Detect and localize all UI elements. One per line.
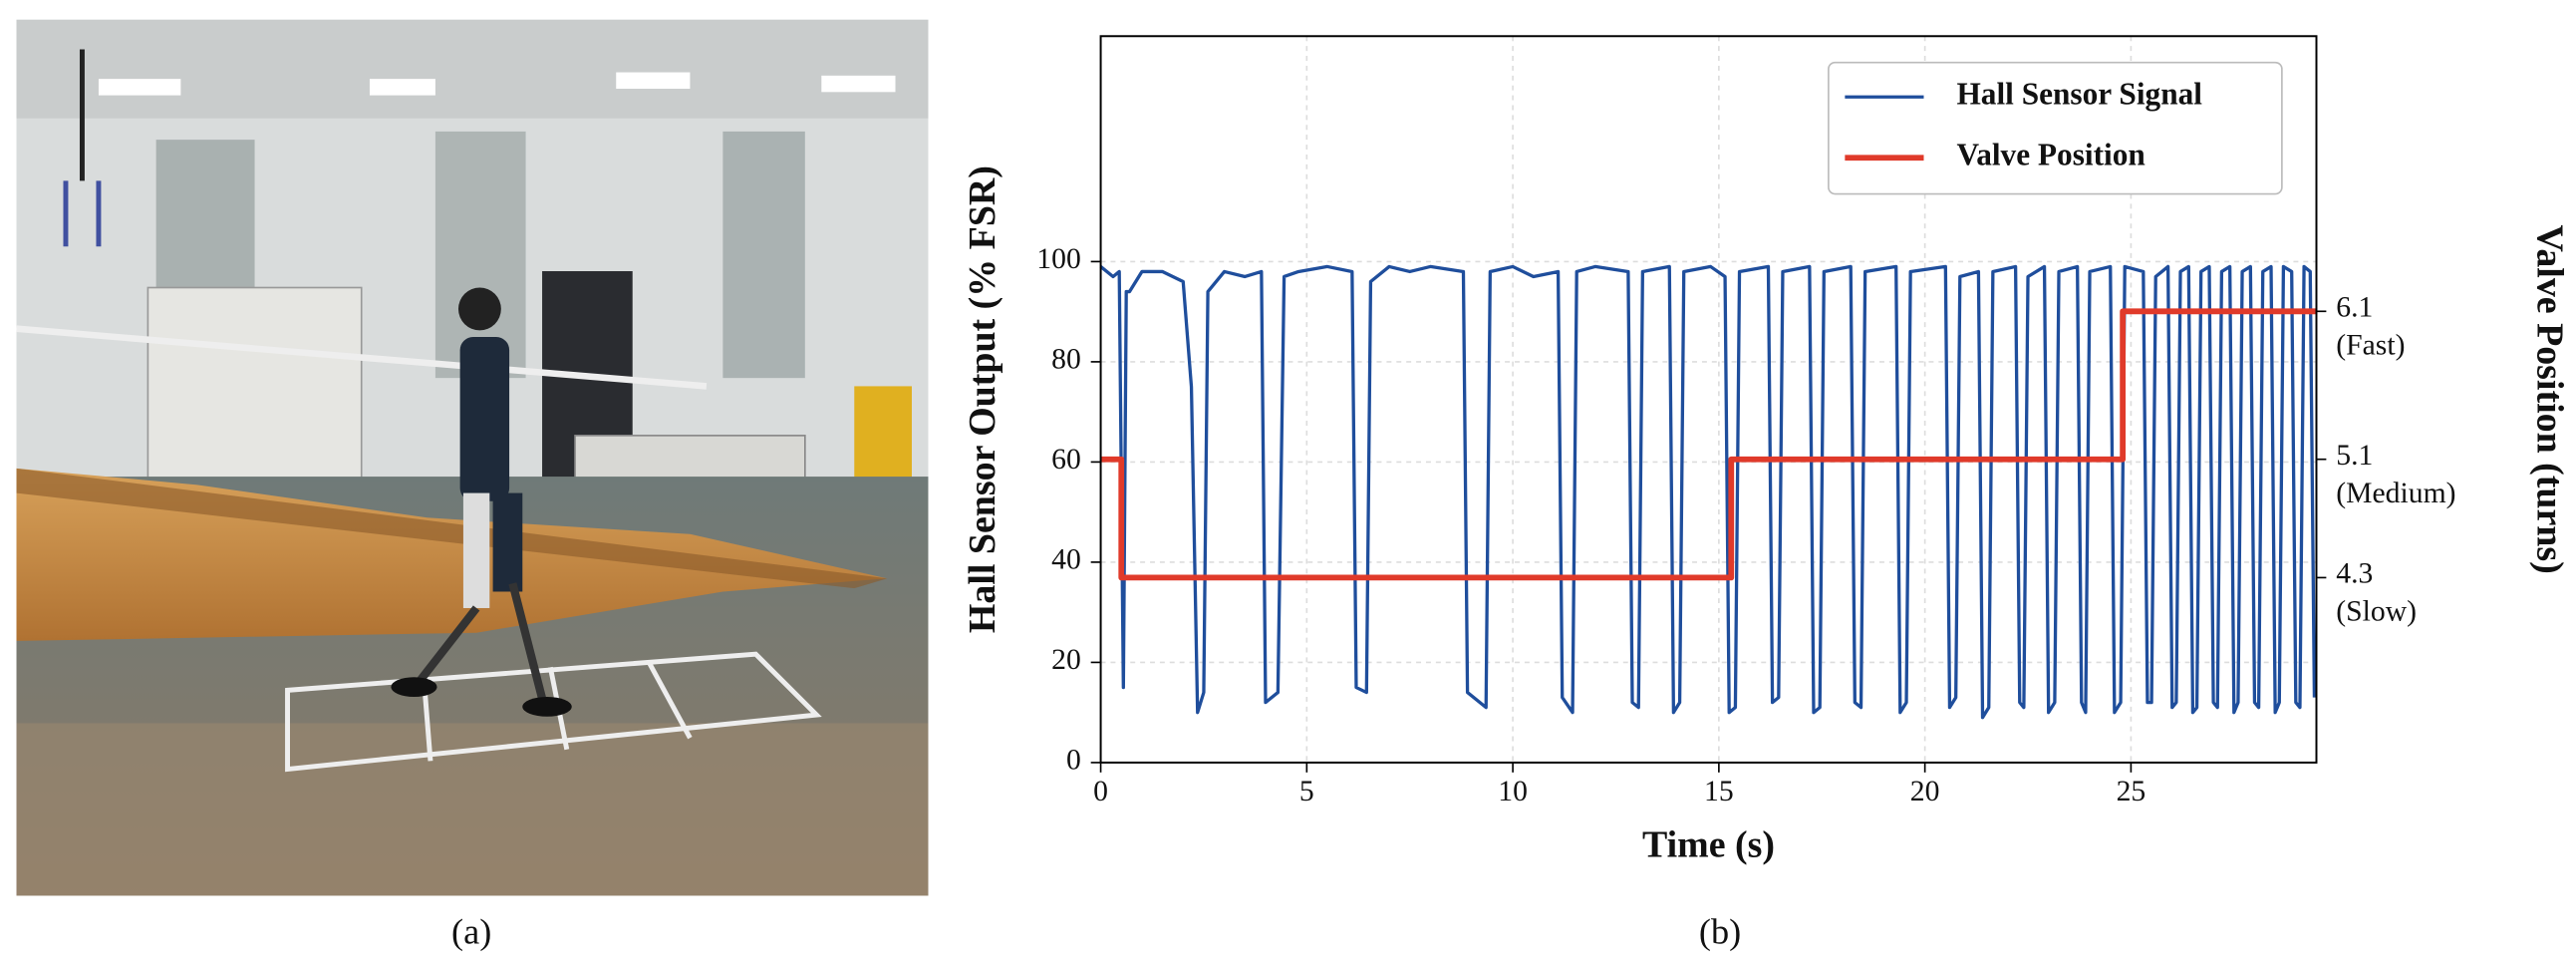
photo <box>16 19 929 896</box>
y2-tick-label: 4.3 <box>2336 558 2373 590</box>
y-axis-label: Hall Sensor Output (% FSR) <box>962 165 1003 633</box>
x-tick-label: 15 <box>1704 776 1734 807</box>
legend-label: Valve Position <box>1956 137 2145 171</box>
x-tick-label: 10 <box>1498 776 1528 807</box>
y2-tick-note: (Slow) <box>2336 596 2417 628</box>
y-tick-label: 20 <box>1051 644 1081 676</box>
y2-tick-label: 6.1 <box>2336 291 2373 323</box>
y-tick-label: 80 <box>1051 344 1081 376</box>
x-tick-label: 25 <box>2117 776 2147 807</box>
y2-tick-note: (Medium) <box>2336 478 2455 509</box>
legend-label: Hall Sensor Signal <box>1956 76 2202 111</box>
x-tick-label: 20 <box>1910 776 1940 807</box>
data-line <box>1100 308 2317 581</box>
x-tick-label: 0 <box>1093 776 1108 807</box>
y-tick-label: 60 <box>1051 444 1081 476</box>
data-line <box>1099 264 2317 720</box>
plot-frame <box>1099 35 2318 764</box>
y2-axis-label: Valve Position (turns) <box>2529 224 2571 573</box>
y-tick-label: 100 <box>1036 243 1080 275</box>
x-tick-label: 5 <box>1299 776 1314 807</box>
y2-tick-note: (Fast) <box>2336 329 2405 361</box>
y2-tick-label: 5.1 <box>2336 440 2373 472</box>
caption: (a) <box>451 911 491 951</box>
y-tick-label: 0 <box>1066 745 1081 777</box>
y-tick-label: 40 <box>1051 544 1081 576</box>
caption: (b) <box>1699 911 1741 951</box>
x-axis-label: Time (s) <box>1642 823 1775 865</box>
legend-box <box>1828 61 2283 195</box>
